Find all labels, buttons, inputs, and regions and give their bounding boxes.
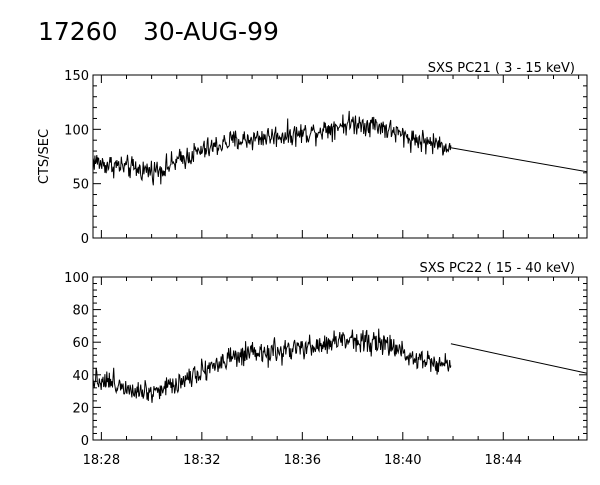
x-tick-label: 18:32: [183, 453, 220, 468]
panel-2: 0 20 40 60 80 100 18:28 18:32 18:36 18:40 18:44 SXS…: [64, 261, 588, 468]
panels-group: 0 50 100 150 SXS PC21 ( 3 - 15 keV) CTS/SEC 0 2…: [37, 61, 588, 468]
x-tick-label: 18:36: [284, 453, 321, 468]
panel-title: SXS PC21 ( 3 - 15 keV): [428, 61, 575, 76]
panel-1: 0 50 100 150 SXS PC21 ( 3 - 15 keV) CTS/SEC: [37, 61, 588, 247]
event-date: 30-AUG-99: [143, 17, 279, 46]
y-tick-label: 60: [72, 336, 89, 351]
y-tick-label: 0: [81, 232, 89, 247]
x-tick-label: 18:28: [83, 453, 120, 468]
y-axis-label: CTS/SEC: [37, 129, 52, 184]
y-tick-label: 20: [72, 401, 89, 416]
series-line-2: [450, 343, 588, 374]
y-tick-label: 100: [64, 271, 89, 286]
x-tick-label: 18:40: [384, 453, 421, 468]
plot-frame: [92, 74, 588, 239]
y-tick-label: 80: [72, 304, 89, 319]
series-line-1: [92, 110, 452, 186]
x-tick-label: 18:44: [485, 453, 522, 468]
panel-title: SXS PC22 ( 15 - 40 keV): [419, 261, 575, 276]
series-line-2: [450, 147, 588, 173]
y-tick-label: 40: [72, 369, 89, 384]
y-tick-label: 50: [72, 178, 89, 193]
event-id: 17260: [38, 17, 118, 46]
y-tick-label: 150: [64, 69, 89, 84]
plot-frame: [92, 276, 588, 441]
y-tick-label: 0: [81, 434, 89, 449]
series-line-1: [92, 328, 452, 403]
y-tick-label: 100: [64, 123, 89, 138]
